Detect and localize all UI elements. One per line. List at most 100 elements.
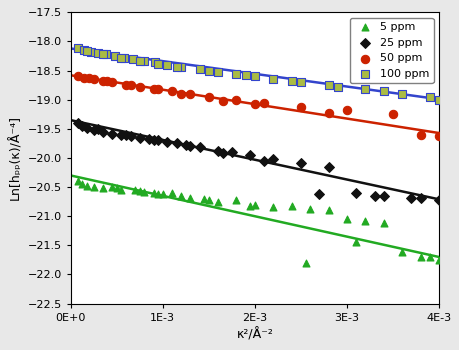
- 100 ppm: [177, 64, 185, 69]
- 50 ppm: [251, 102, 258, 107]
- 50 ppm: [205, 94, 212, 100]
- 5 ppm: [140, 189, 148, 195]
- 5 ppm: [379, 220, 386, 226]
- 100 ppm: [81, 47, 88, 53]
- 5 ppm: [352, 240, 359, 245]
- 100 ppm: [287, 78, 295, 84]
- 25 ppm: [136, 135, 143, 140]
- 50 ppm: [297, 104, 304, 110]
- 5 ppm: [361, 218, 368, 224]
- 5 ppm: [159, 191, 166, 197]
- 25 ppm: [74, 120, 82, 126]
- 25 ppm: [90, 127, 97, 133]
- 5 ppm: [425, 254, 433, 260]
- 50 ppm: [81, 75, 88, 80]
- 5 ppm: [269, 205, 276, 210]
- 50 ppm: [154, 86, 162, 92]
- 5 ppm: [416, 254, 424, 260]
- 25 ppm: [84, 125, 91, 131]
- 25 ppm: [122, 132, 129, 138]
- 100 ppm: [397, 91, 405, 97]
- 100 ppm: [205, 68, 212, 74]
- 25 ppm: [228, 149, 235, 155]
- X-axis label: κ²/Å⁻²: κ²/Å⁻²: [236, 328, 273, 342]
- 25 ppm: [214, 148, 221, 154]
- Y-axis label: Ln[hₚₚ(κ)/Å⁻⁴]: Ln[hₚₚ(κ)/Å⁻⁴]: [8, 116, 22, 201]
- 25 ppm: [196, 145, 203, 150]
- 50 ppm: [127, 82, 134, 88]
- 25 ppm: [416, 195, 424, 201]
- 50 ppm: [218, 98, 226, 104]
- 100 ppm: [120, 55, 128, 61]
- 100 ppm: [87, 49, 95, 55]
- 25 ppm: [78, 123, 85, 129]
- 100 ppm: [136, 58, 143, 63]
- 25 ppm: [95, 126, 102, 132]
- 100 ppm: [111, 53, 118, 59]
- 25 ppm: [150, 138, 157, 143]
- 5 ppm: [342, 216, 350, 222]
- 100 ppm: [379, 88, 386, 94]
- 100 ppm: [84, 48, 91, 54]
- 5 ppm: [99, 186, 106, 191]
- 5 ppm: [108, 184, 116, 190]
- 5 ppm: [168, 190, 175, 196]
- 100 ppm: [99, 51, 106, 57]
- 5 ppm: [232, 197, 240, 203]
- 50 ppm: [104, 78, 111, 84]
- 5 ppm: [287, 203, 295, 209]
- 100 ppm: [251, 74, 258, 79]
- 5 ppm: [214, 199, 221, 204]
- 100 ppm: [154, 61, 162, 66]
- 50 ppm: [416, 132, 424, 138]
- 25 ppm: [407, 195, 414, 201]
- 25 ppm: [118, 132, 125, 138]
- 5 ppm: [251, 202, 258, 208]
- 5 ppm: [246, 203, 253, 209]
- 50 ppm: [342, 107, 350, 113]
- 100 ppm: [425, 94, 433, 100]
- 5 ppm: [301, 260, 308, 266]
- 50 ppm: [108, 79, 116, 85]
- 100 ppm: [232, 71, 240, 77]
- 5 ppm: [186, 195, 194, 201]
- 50 ppm: [435, 133, 442, 139]
- 5 ppm: [84, 183, 91, 189]
- 5 ppm: [78, 181, 85, 187]
- 50 ppm: [122, 82, 129, 88]
- 25 ppm: [315, 191, 322, 197]
- 5 ppm: [324, 208, 331, 213]
- 50 ppm: [150, 86, 157, 92]
- 5 ppm: [113, 186, 120, 191]
- 25 ppm: [297, 160, 304, 166]
- 25 ppm: [269, 156, 276, 162]
- 5 ppm: [397, 250, 405, 255]
- 100 ppm: [241, 72, 249, 78]
- 5 ppm: [90, 184, 97, 190]
- 50 ppm: [232, 97, 240, 103]
- 25 ppm: [163, 139, 171, 145]
- 5 ppm: [200, 196, 207, 202]
- 100 ppm: [151, 60, 159, 65]
- 100 ppm: [214, 69, 221, 75]
- 25 ppm: [145, 136, 152, 142]
- 100 ppm: [269, 76, 276, 82]
- 50 ppm: [136, 84, 143, 90]
- Legend: 5 ppm, 25 ppm, 50 ppm, 100 ppm: 5 ppm, 25 ppm, 50 ppm, 100 ppm: [349, 18, 432, 83]
- 5 ppm: [177, 193, 185, 199]
- 25 ppm: [370, 193, 377, 199]
- 5 ppm: [136, 188, 143, 194]
- 5 ppm: [435, 257, 442, 263]
- 100 ppm: [324, 82, 331, 88]
- 100 ppm: [140, 58, 148, 63]
- 50 ppm: [168, 88, 175, 94]
- 25 ppm: [108, 131, 116, 136]
- 25 ppm: [99, 129, 106, 134]
- 5 ppm: [306, 206, 313, 212]
- 50 ppm: [186, 91, 194, 97]
- 25 ppm: [173, 141, 180, 146]
- 100 ppm: [163, 62, 171, 68]
- 25 ppm: [182, 142, 189, 148]
- 5 ppm: [205, 197, 212, 203]
- 100 ppm: [173, 64, 180, 69]
